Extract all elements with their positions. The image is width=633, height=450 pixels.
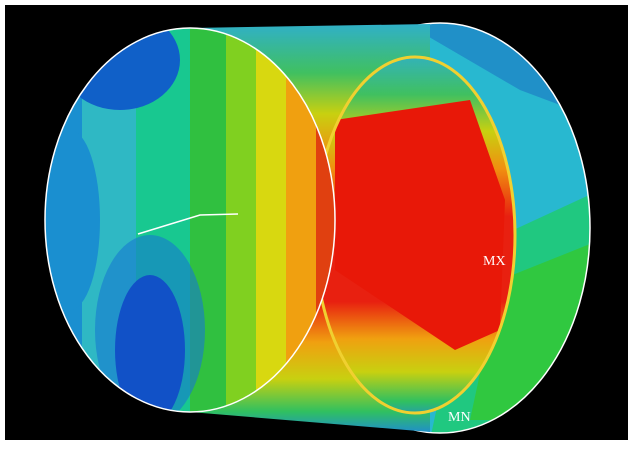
max-label: MX [483, 254, 506, 269]
contour-plot: MX MN [0, 0, 633, 450]
page: MX MN (() => { const data = JSON.parse(d… [0, 0, 633, 450]
min-label: MN [448, 410, 471, 425]
